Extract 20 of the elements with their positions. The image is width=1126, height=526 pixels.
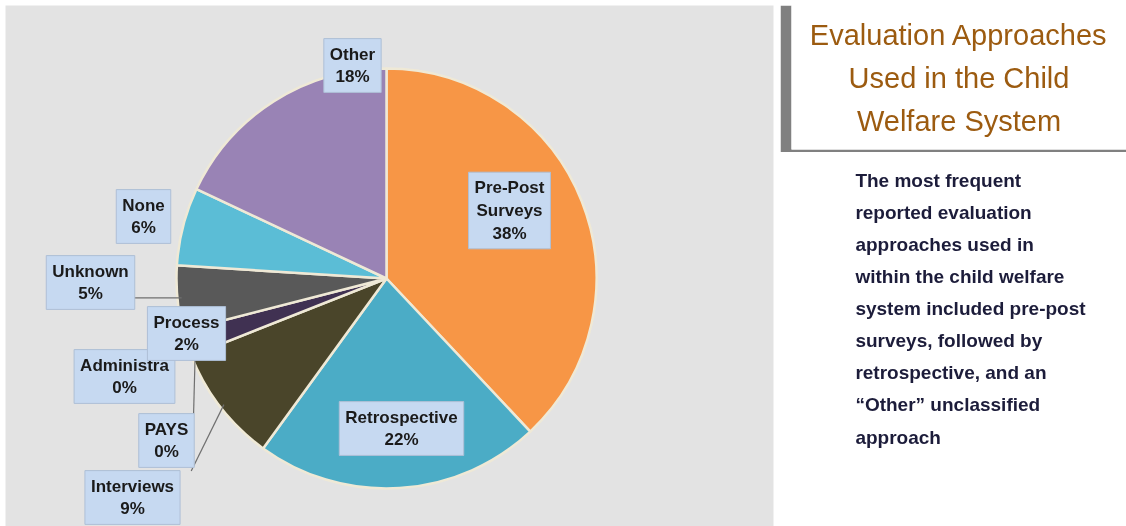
data-label: 2%	[174, 335, 199, 355]
category-label: PAYS	[144, 419, 189, 439]
text: 0%	[112, 378, 137, 398]
text: 0%	[154, 442, 179, 462]
text: The most frequent reported evaluation approaches used in within the child welfare system included pre-post surveys, followed by retrospective, and an “Other” unclassified approach	[855, 169, 1086, 448]
slice-label: Retrospective	[345, 407, 458, 427]
data-label: 18%	[335, 67, 370, 87]
slice-label: Unknown	[52, 261, 129, 281]
slice-label: Pre-Post Surveys	[474, 178, 545, 220]
slice-label: None	[122, 195, 165, 215]
slice-label: Process	[153, 312, 220, 332]
slice-label: Other	[329, 44, 376, 64]
category-label: Administra	[80, 355, 169, 375]
data-label: 22%	[384, 430, 419, 450]
data-label: 5%	[78, 284, 103, 304]
slice-label: Interviews	[90, 476, 175, 496]
data-label: 38%	[492, 223, 527, 243]
data-label: 6%	[131, 218, 156, 238]
text: Evaluation Approaches Used in the Child Welfare System	[809, 18, 1107, 137]
data-label: 9%	[120, 499, 145, 519]
